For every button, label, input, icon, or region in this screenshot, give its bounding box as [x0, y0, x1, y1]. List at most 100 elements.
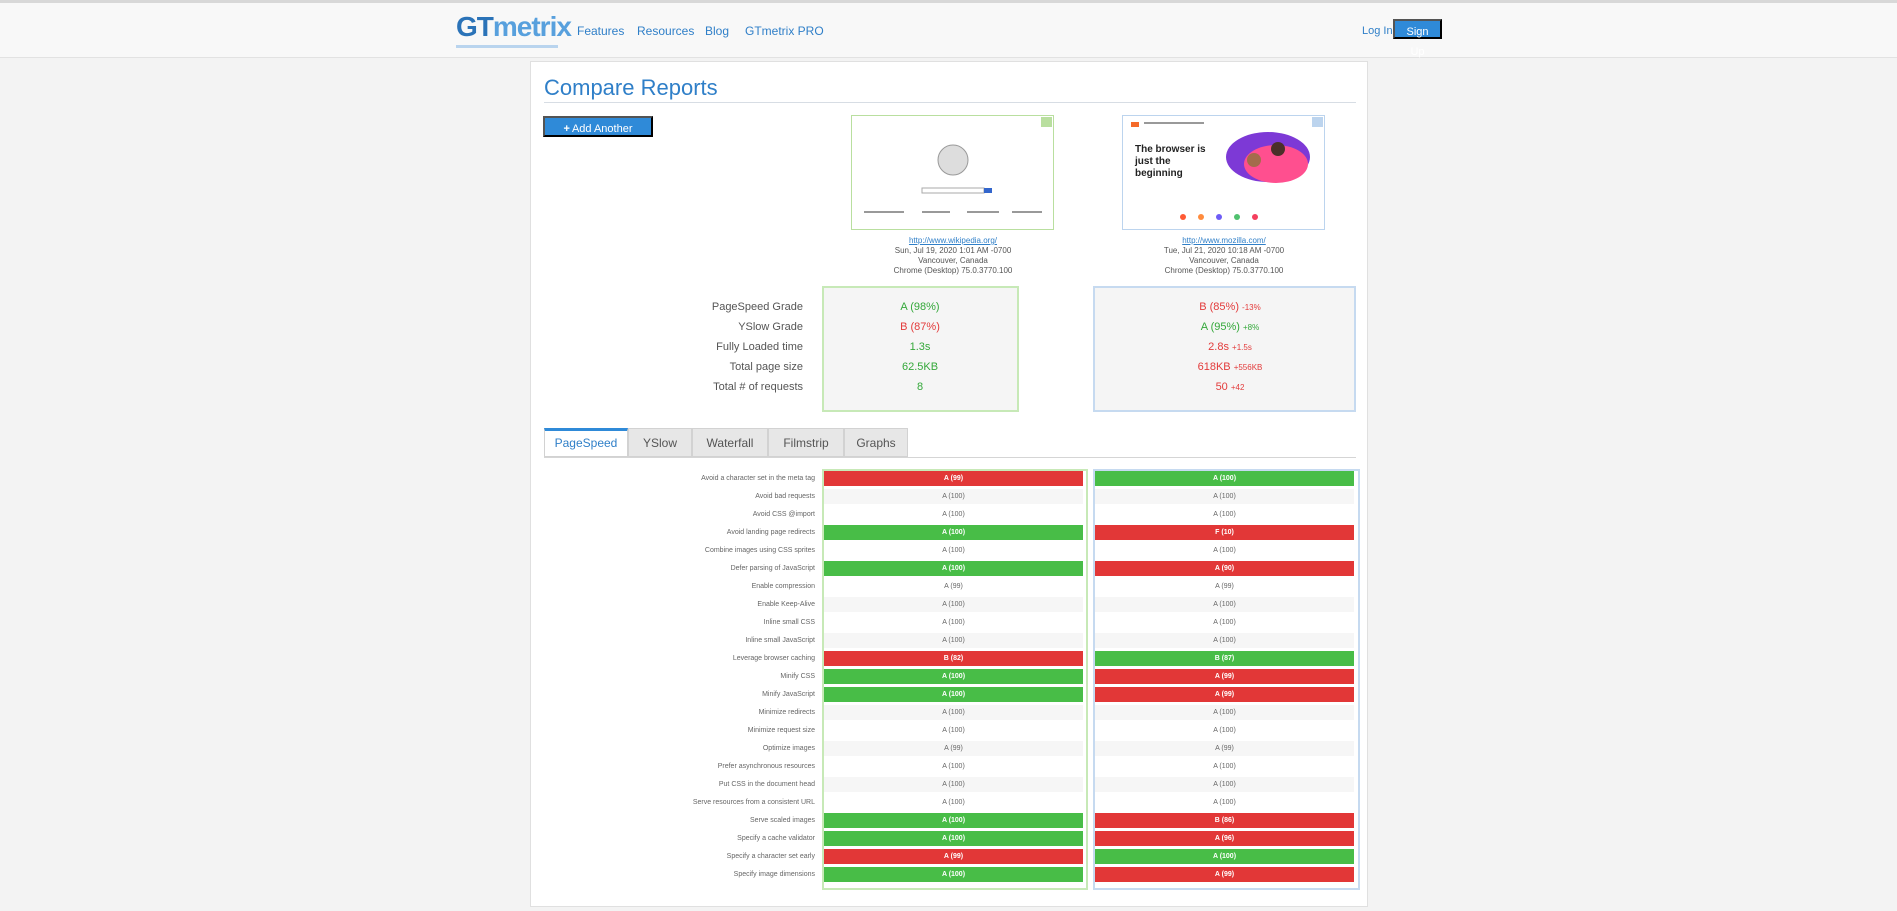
wikipedia-rule-score: A (100) — [824, 777, 1083, 792]
page-title: Compare Reports — [544, 75, 718, 100]
wikipedia-rule-score: A (100) — [824, 633, 1083, 648]
logo-main-text: GT — [456, 11, 494, 42]
wikipedia-rule-score: A (100) — [824, 669, 1083, 684]
rule-label: Inline small JavaScript — [745, 637, 815, 644]
tab-filmstrip[interactable]: Filmstrip — [768, 428, 844, 457]
wikipedia-rule-score: A (100) — [824, 867, 1083, 882]
wikipedia-summary-value: B (87%) — [900, 321, 940, 333]
top-border — [0, 0, 1897, 3]
rule-label: Inline small CSS — [763, 619, 815, 626]
mozilla-summary-value: 2.8s +1.5s — [1208, 341, 1252, 353]
rule-label: Avoid landing page redirects — [726, 529, 815, 536]
wikipedia-rule-score: A (100) — [824, 705, 1083, 720]
mozilla-rule-score: A (100) — [1095, 759, 1354, 774]
tab-yslow[interactable]: YSlow — [628, 428, 692, 457]
mozilla-rule-score: A (100) — [1095, 795, 1354, 810]
mozilla-rule-score: A (99) — [1095, 741, 1354, 756]
mozilla-rule-score: A (99) — [1095, 579, 1354, 594]
wikipedia-rule-score: B (82) — [824, 651, 1083, 666]
rule-label: Specify a cache validator — [737, 835, 815, 842]
mozilla-url[interactable]: http://www.mozilla.com/ — [1182, 236, 1266, 245]
mozilla-rule-score: A (100) — [1095, 543, 1354, 558]
wikipedia-meta: http://www.wikipedia.org/ Sun, Jul 19, 2… — [843, 236, 1063, 276]
mozilla-rule-score: A (99) — [1095, 687, 1354, 702]
wikipedia-date: Sun, Jul 19, 2020 1:01 AM -0700 — [894, 246, 1012, 255]
wikipedia-summary-box — [822, 286, 1019, 412]
wikipedia-rule-score: A (99) — [824, 849, 1083, 864]
mozilla-rule-score: A (100) — [1095, 489, 1354, 504]
expand-icon[interactable] — [1041, 117, 1052, 127]
wikipedia-rule-score: A (100) — [824, 831, 1083, 846]
logo-underline — [456, 45, 558, 48]
wikipedia-summary-value: A (98%) — [900, 301, 940, 313]
mozilla-rule-score: A (99) — [1095, 669, 1354, 684]
login-link[interactable]: Log In — [1362, 25, 1393, 37]
mozilla-rule-score: B (86) — [1095, 813, 1354, 828]
rule-label: Enable compression — [751, 583, 815, 590]
wikipedia-rule-score: A (100) — [824, 597, 1083, 612]
mozilla-thumbnail: The browser is just the beginning — [1123, 116, 1324, 229]
nav-features[interactable]: Features — [577, 24, 625, 38]
rule-label: Minimize request size — [747, 727, 815, 734]
mozilla-summary-value: 618KB +556KB — [1197, 361, 1263, 373]
mozilla-rule-score: A (100) — [1095, 507, 1354, 522]
wikipedia-rule-score: A (100) — [824, 795, 1083, 810]
wikipedia-screenshot[interactable] — [851, 115, 1054, 230]
expand-icon[interactable] — [1312, 117, 1323, 127]
wikipedia-summary-value: 62.5KB — [901, 361, 939, 373]
tab-waterfall[interactable]: Waterfall — [692, 428, 768, 457]
report-tabs — [544, 428, 1356, 458]
wikipedia-rule-score: A (100) — [824, 561, 1083, 576]
tab-pagespeed[interactable]: PageSpeed — [544, 428, 628, 457]
wikipedia-summary-value: 8 — [916, 381, 924, 393]
wikipedia-summary-value: 1.3s — [909, 341, 931, 353]
rule-label: Combine images using CSS sprites — [704, 547, 815, 554]
mozilla-location: Vancouver, Canada — [1189, 256, 1259, 265]
rule-label: Specify a character set early — [726, 853, 815, 860]
mozilla-rule-score: A (100) — [1095, 615, 1354, 630]
mozilla-summary-value: A (95%) +8% — [1200, 321, 1260, 333]
wikipedia-rule-score: A (100) — [824, 615, 1083, 630]
wikipedia-rule-score: A (100) — [824, 759, 1083, 774]
rule-label: Serve scaled images — [750, 817, 815, 824]
mozilla-summary-box — [1093, 286, 1356, 412]
mozilla-rule-score: A (96) — [1095, 831, 1354, 846]
wikipedia-rule-score: A (100) — [824, 507, 1083, 522]
nav-blog[interactable]: Blog — [705, 24, 730, 38]
mozilla-rule-score: A (100) — [1095, 723, 1354, 738]
site-header: GTmetrix Features Resources Blog GTmetri… — [0, 3, 1897, 58]
summary-label: PageSpeed Grade — [711, 301, 803, 313]
mozilla-rule-score: A (100) — [1095, 705, 1354, 720]
add-url-button[interactable]: + Add Another URL — [543, 116, 653, 156]
wikipedia-rule-score: A (100) — [824, 489, 1083, 504]
mozilla-summary-value: B (85%) -13% — [1199, 301, 1261, 313]
wikipedia-location: Vancouver, Canada — [918, 256, 988, 265]
mozilla-rule-score: A (100) — [1095, 633, 1354, 648]
wikipedia-rule-score: A (100) — [824, 687, 1083, 702]
svg-text:beginning: beginning — [1135, 168, 1183, 179]
mozilla-rule-score: A (90) — [1095, 561, 1354, 576]
wikipedia-url[interactable]: http://www.wikipedia.org/ — [908, 236, 998, 245]
nav-gtmetrix-pro[interactable]: GTmetrix PRO — [745, 24, 824, 38]
logo-accent-text: metrix — [492, 11, 572, 42]
rule-label: Enable Keep-Alive — [757, 601, 815, 608]
signup-button[interactable]: Sign Up — [1393, 19, 1442, 58]
wikipedia-browser: Chrome (Desktop) 75.0.3770.100 — [893, 266, 1013, 275]
nav-resources[interactable]: Resources — [637, 24, 695, 38]
rule-label: Minify CSS — [780, 673, 815, 680]
plus-icon: + — [563, 123, 570, 135]
mozilla-rule-score: A (99) — [1095, 867, 1354, 882]
rule-label: Avoid bad requests — [755, 493, 815, 500]
rule-label: Prefer asynchronous resources — [717, 763, 815, 770]
rule-label: Optimize images — [762, 745, 815, 752]
rule-label: Specify image dimensions — [733, 871, 815, 878]
wikipedia-rule-score: A (100) — [824, 813, 1083, 828]
wikipedia-rule-score: A (99) — [824, 471, 1083, 486]
rule-label: Defer parsing of JavaScript — [730, 565, 815, 572]
mozilla-rule-score: A (100) — [1095, 777, 1354, 792]
tab-graphs[interactable]: Graphs — [844, 428, 908, 457]
mozilla-screenshot[interactable]: The browser is just the beginning — [1122, 115, 1325, 230]
add-url-label: Add Another URL — [571, 123, 633, 156]
wikipedia-rule-score: A (100) — [824, 525, 1083, 540]
gtmetrix-logo[interactable]: GTmetrix — [456, 11, 572, 43]
